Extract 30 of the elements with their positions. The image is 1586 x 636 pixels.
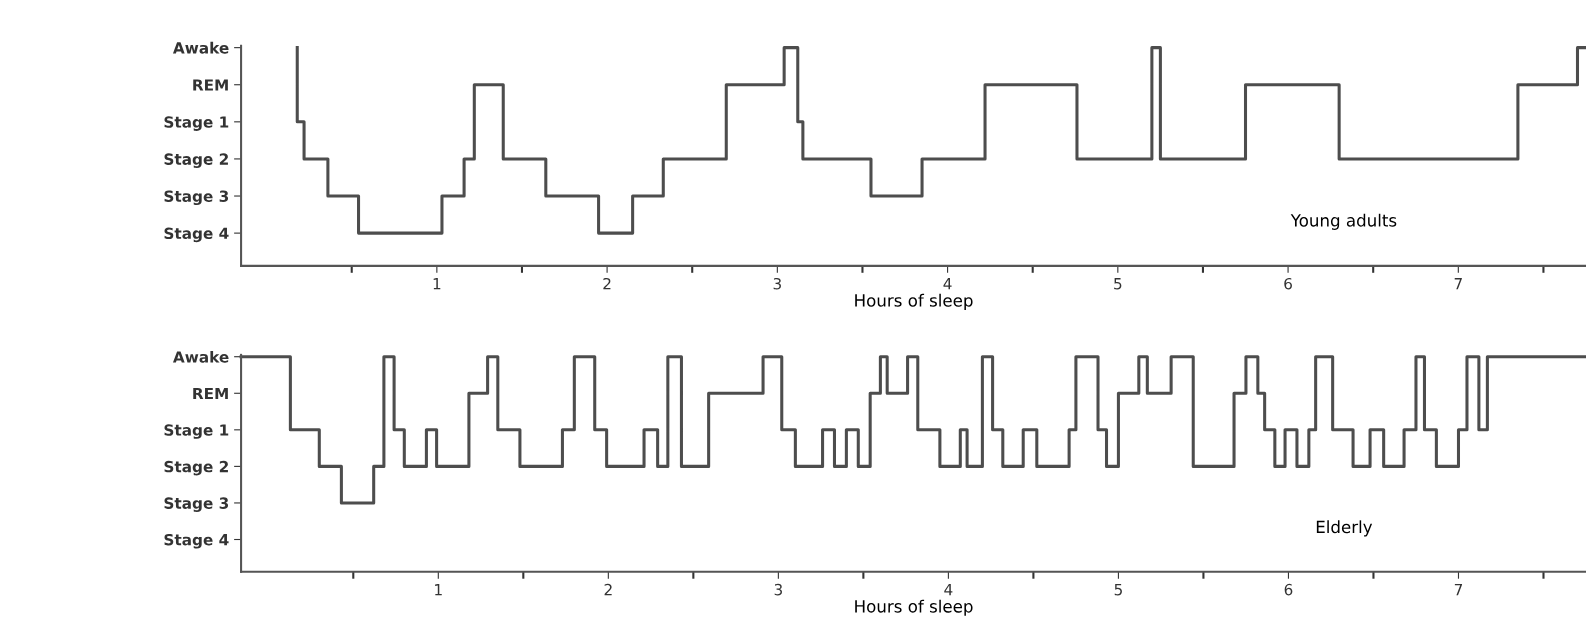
x-tick-label: 4 xyxy=(944,584,953,596)
category-label: Stage 1 xyxy=(164,424,229,439)
category-label: Stage 3 xyxy=(164,190,229,206)
category-label: Stage 2 xyxy=(164,460,228,476)
x-tick-label: 6 xyxy=(1284,277,1292,290)
x-tick-label: 2 xyxy=(604,583,612,596)
category-label: Awake xyxy=(172,350,229,363)
x-tick-label: 2 xyxy=(603,277,611,290)
annotation: Elderly xyxy=(1316,520,1373,537)
x-axis-title: Hours of sleep xyxy=(855,599,973,616)
category-label: Stage 1 xyxy=(164,116,229,131)
x-tick-label: 6 xyxy=(1284,583,1293,596)
annotation: Young adults xyxy=(1290,213,1397,230)
x-tick-label: 5 xyxy=(1114,584,1122,596)
category-label: Stage 4 xyxy=(164,227,229,243)
x-tick-label: 5 xyxy=(1114,278,1122,290)
x-tick-label: 1 xyxy=(435,584,442,596)
x-tick-label: 1 xyxy=(433,278,441,290)
category-label: Stage 3 xyxy=(164,497,229,512)
x-tick-label: 4 xyxy=(943,278,952,290)
x-tick-label: 3 xyxy=(773,277,781,290)
category-label: REM xyxy=(193,79,228,91)
category-label: Awake xyxy=(172,41,229,54)
category-label: Stage 2 xyxy=(164,153,228,168)
category-label: REM xyxy=(193,387,228,400)
category-label: Stage 4 xyxy=(164,533,229,549)
x-tick-label: 7 xyxy=(1454,278,1462,290)
x-tick-label: 7 xyxy=(1454,584,1463,596)
x-axis-title: Hours of sleep xyxy=(855,293,973,310)
x-tick-label: 3 xyxy=(774,583,782,596)
